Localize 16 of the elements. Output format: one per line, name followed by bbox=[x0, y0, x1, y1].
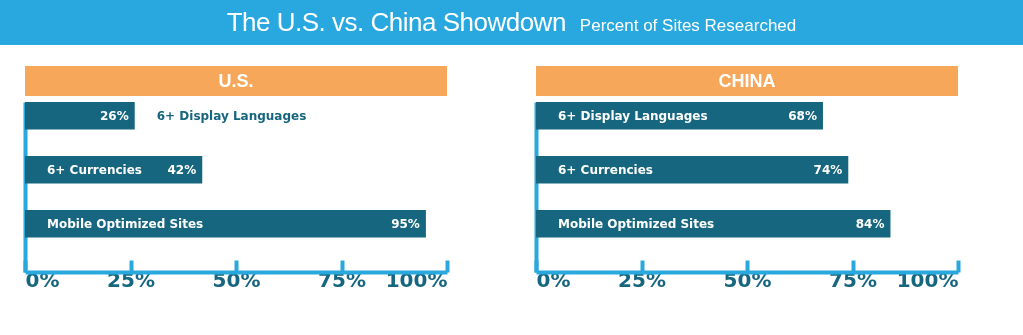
data-label: 84% bbox=[855, 216, 885, 231]
y-tick-label: Mobile Optimized Sites bbox=[47, 216, 204, 231]
data-label: 74% bbox=[813, 162, 843, 177]
y-tick-label: 6+ Currencies bbox=[47, 162, 142, 177]
data-label: 68% bbox=[788, 108, 817, 123]
y-tick-label: 6+ Display Languages bbox=[558, 108, 708, 123]
text: The U.S. vs. China Showdown bbox=[226, 7, 566, 37]
y-tick-label: 6+ Currencies bbox=[558, 162, 653, 177]
y-tick-label: Mobile Optimized Sites bbox=[558, 216, 715, 231]
chart-title: U.S. bbox=[25, 66, 447, 96]
chart-title: CHINA bbox=[536, 66, 958, 96]
text: Percent of Sites Researched bbox=[579, 16, 797, 35]
y-tick-label: 6+ Display Languages bbox=[156, 108, 307, 123]
data-label: 26% bbox=[99, 108, 129, 123]
data-label: 42% bbox=[167, 162, 197, 177]
data-label: 95% bbox=[391, 216, 420, 231]
